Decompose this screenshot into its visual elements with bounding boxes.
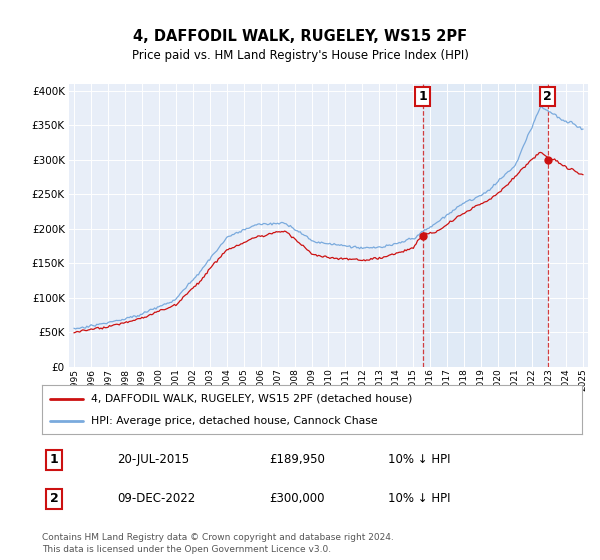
Text: 10% ↓ HPI: 10% ↓ HPI xyxy=(388,492,450,506)
Text: Contains HM Land Registry data © Crown copyright and database right 2024.
This d: Contains HM Land Registry data © Crown c… xyxy=(42,533,394,554)
Text: 4, DAFFODIL WALK, RUGELEY, WS15 2PF: 4, DAFFODIL WALK, RUGELEY, WS15 2PF xyxy=(133,29,467,44)
Text: £300,000: £300,000 xyxy=(269,492,325,506)
Text: 2: 2 xyxy=(50,492,58,506)
Text: 09-DEC-2022: 09-DEC-2022 xyxy=(118,492,196,506)
Text: £189,950: £189,950 xyxy=(269,453,325,466)
Text: 20-JUL-2015: 20-JUL-2015 xyxy=(118,453,190,466)
Text: 1: 1 xyxy=(418,90,427,103)
Text: 4, DAFFODIL WALK, RUGELEY, WS15 2PF (detached house): 4, DAFFODIL WALK, RUGELEY, WS15 2PF (det… xyxy=(91,394,412,404)
Text: 2: 2 xyxy=(543,90,552,103)
Text: 1: 1 xyxy=(50,453,58,466)
Bar xyxy=(422,84,548,367)
Text: 10% ↓ HPI: 10% ↓ HPI xyxy=(388,453,450,466)
Text: HPI: Average price, detached house, Cannock Chase: HPI: Average price, detached house, Cann… xyxy=(91,416,377,426)
Text: Price paid vs. HM Land Registry's House Price Index (HPI): Price paid vs. HM Land Registry's House … xyxy=(131,49,469,63)
